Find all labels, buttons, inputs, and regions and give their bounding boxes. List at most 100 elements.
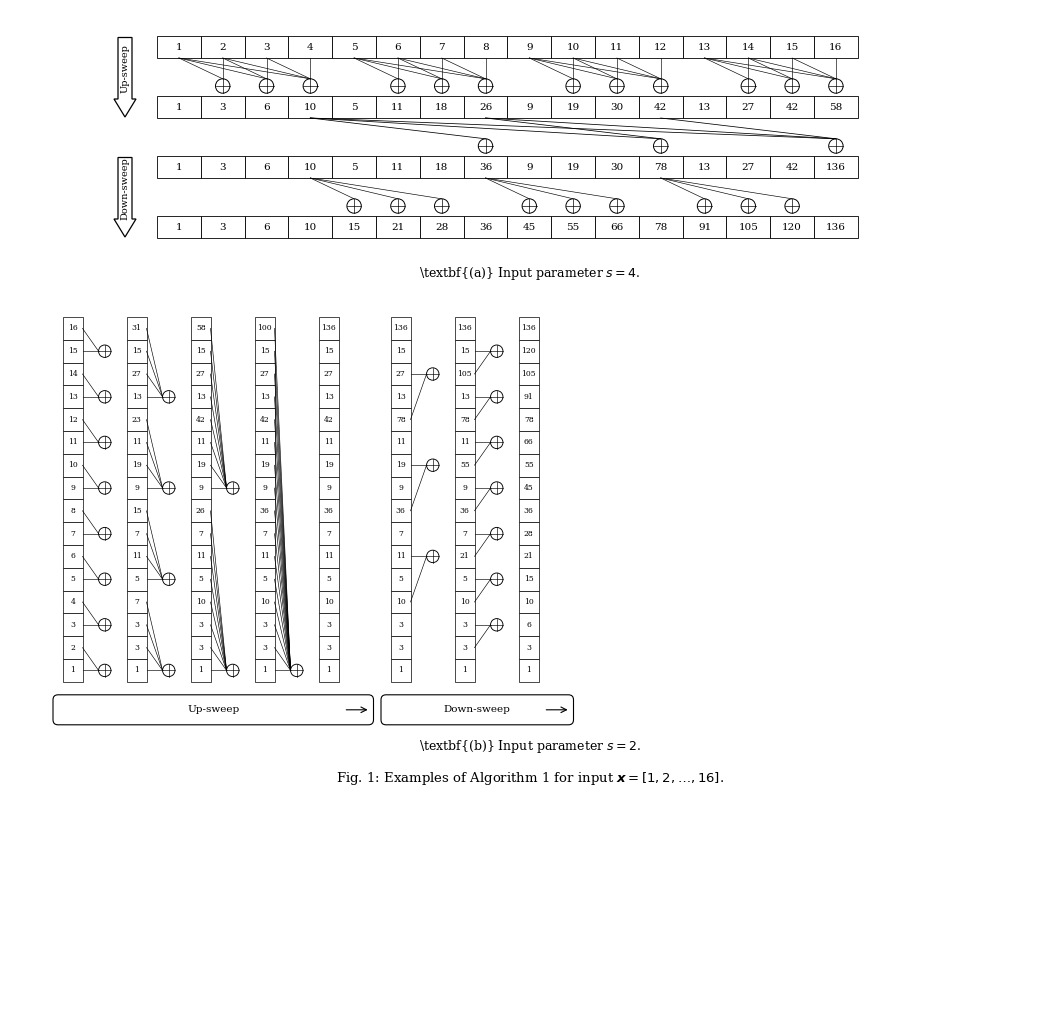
Bar xyxy=(255,386,275,408)
Bar xyxy=(200,217,245,238)
Bar xyxy=(63,476,83,500)
Text: 27: 27 xyxy=(742,163,755,172)
Bar xyxy=(191,568,211,590)
Bar xyxy=(63,362,83,386)
Bar xyxy=(319,340,338,362)
Text: 8: 8 xyxy=(482,43,489,52)
Bar xyxy=(191,476,211,500)
Text: 36: 36 xyxy=(323,507,334,515)
Bar xyxy=(255,454,275,476)
Bar xyxy=(519,454,538,476)
Bar xyxy=(200,157,245,178)
Text: 13: 13 xyxy=(131,393,142,401)
Text: 27: 27 xyxy=(324,370,334,378)
Bar xyxy=(319,659,338,682)
Text: 27: 27 xyxy=(260,370,269,378)
Text: 27: 27 xyxy=(131,370,142,378)
Text: 36: 36 xyxy=(524,507,533,515)
Bar xyxy=(463,37,508,58)
Bar xyxy=(319,386,338,408)
Bar xyxy=(463,157,508,178)
Bar xyxy=(455,386,475,408)
Text: 58: 58 xyxy=(196,325,206,333)
Text: 1: 1 xyxy=(176,223,182,232)
Bar xyxy=(191,522,211,545)
Text: 3: 3 xyxy=(263,43,270,52)
Text: 1: 1 xyxy=(176,163,182,172)
Text: 11: 11 xyxy=(260,439,269,447)
Text: 3: 3 xyxy=(526,643,531,652)
Text: \textbf{(b)} Input parameter $s = 2$.: \textbf{(b)} Input parameter $s = 2$. xyxy=(419,738,641,754)
Text: 78: 78 xyxy=(395,415,406,423)
Text: 26: 26 xyxy=(479,103,492,112)
Text: 2: 2 xyxy=(70,643,75,652)
Text: 21: 21 xyxy=(460,553,470,560)
Text: 7: 7 xyxy=(439,43,445,52)
Bar xyxy=(420,217,463,238)
Bar xyxy=(191,340,211,362)
Text: 11: 11 xyxy=(131,553,142,560)
Text: 55: 55 xyxy=(460,461,470,469)
Bar xyxy=(726,37,771,58)
Text: 9: 9 xyxy=(526,103,532,112)
Bar xyxy=(63,590,83,614)
Bar xyxy=(639,157,683,178)
Text: 16: 16 xyxy=(68,325,77,333)
Bar xyxy=(127,431,146,454)
Text: 66: 66 xyxy=(611,223,623,232)
Text: 19: 19 xyxy=(395,461,406,469)
Bar xyxy=(191,500,211,522)
Text: 5: 5 xyxy=(326,575,331,583)
Bar xyxy=(245,157,288,178)
Bar xyxy=(255,408,275,431)
Text: 30: 30 xyxy=(611,103,623,112)
Text: 5: 5 xyxy=(135,575,139,583)
Bar xyxy=(391,431,410,454)
Text: 42: 42 xyxy=(785,163,799,172)
Bar xyxy=(455,545,475,568)
Bar xyxy=(127,636,146,659)
Text: 36: 36 xyxy=(460,507,470,515)
Bar xyxy=(519,522,538,545)
Bar xyxy=(391,408,410,431)
Text: Up-sweep: Up-sweep xyxy=(121,44,129,93)
Text: 19: 19 xyxy=(260,461,269,469)
Bar xyxy=(551,97,595,118)
Text: 13: 13 xyxy=(395,393,406,401)
Bar xyxy=(463,217,508,238)
Bar xyxy=(332,37,376,58)
Text: 3: 3 xyxy=(326,621,332,629)
Bar xyxy=(157,97,200,118)
Text: 15: 15 xyxy=(131,507,142,515)
Bar xyxy=(455,454,475,476)
Text: 1: 1 xyxy=(399,667,403,674)
Text: 78: 78 xyxy=(654,223,668,232)
Text: 8: 8 xyxy=(70,507,75,515)
Bar xyxy=(551,217,595,238)
Text: 3: 3 xyxy=(219,163,226,172)
Text: 3: 3 xyxy=(326,643,332,652)
Bar xyxy=(376,37,420,58)
Bar xyxy=(63,454,83,476)
Bar xyxy=(127,659,146,682)
Bar xyxy=(63,522,83,545)
Text: 10: 10 xyxy=(303,163,317,172)
Bar xyxy=(127,317,146,340)
Bar xyxy=(127,340,146,362)
Bar xyxy=(814,37,858,58)
Text: 78: 78 xyxy=(460,415,470,423)
Text: 11: 11 xyxy=(391,103,405,112)
Bar xyxy=(63,545,83,568)
Text: 13: 13 xyxy=(323,393,334,401)
Bar xyxy=(771,37,814,58)
Bar xyxy=(127,408,146,431)
Bar xyxy=(245,217,288,238)
Bar xyxy=(391,362,410,386)
Text: 15: 15 xyxy=(68,347,77,355)
Bar xyxy=(595,97,639,118)
Text: 11: 11 xyxy=(196,553,206,560)
Text: 3: 3 xyxy=(399,643,403,652)
Text: 66: 66 xyxy=(524,439,533,447)
Bar xyxy=(319,568,338,590)
Text: 1: 1 xyxy=(527,667,531,674)
